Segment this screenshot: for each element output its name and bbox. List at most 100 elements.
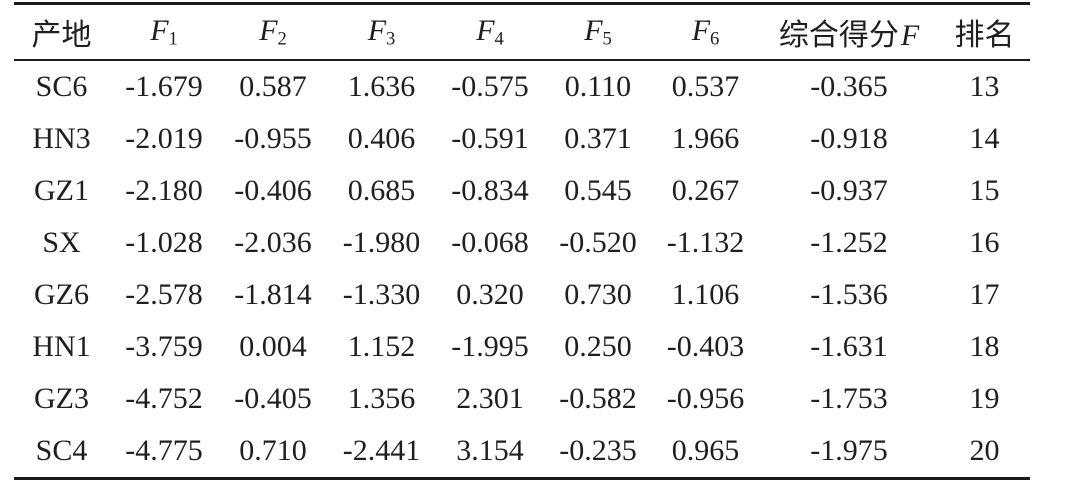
cell-f6: -0.956 [666,382,745,415]
cell-score: -0.918 [810,122,888,155]
cell-origin: HN1 [32,330,91,363]
cell-f2: -0.955 [234,122,312,155]
cell-f3: 1.636 [347,70,416,103]
f1-symbol: F [150,13,169,47]
cell-f6: 1.106 [671,278,740,311]
cell-f5: 0.110 [564,70,632,103]
col-header-origin: 产地 [14,3,109,61]
cell-rank: 16 [969,226,1000,259]
cell-f4: -0.591 [451,122,529,155]
table-body: SC6 -1.679 0.587 1.636 -0.575 0.110 0.537 -0.36… [14,60,1030,479]
cell-origin: SC6 [35,70,88,103]
cell-f4: -0.834 [451,174,529,207]
col-header-f3: F3 [327,3,436,61]
cell-f1: -2.019 [125,122,203,155]
f4-subscript: 4 [494,28,504,50]
cell-f5: 0.545 [564,174,632,207]
cell-f2: -1.814 [234,278,312,311]
cell-f1: -4.775 [125,434,203,467]
table-header: 产地 F1 F2 F3 F4 F5 F6 综合得分F 排名 [14,3,1030,61]
col-header-f1: F1 [109,3,219,61]
cell-f1: -2.578 [125,278,203,311]
cell-f2: -0.406 [234,174,312,207]
f5-symbol: F [584,13,603,47]
cell-f6: 0.537 [671,70,740,103]
cell-f1: -1.028 [125,226,203,259]
col-header-f5: F5 [544,3,652,61]
cell-f1: -4.752 [125,382,203,415]
table-row: GZ3 -4.752 -0.405 1.356 2.301 -0.582 -0.956 -1.… [14,373,1030,425]
cell-score: -1.753 [810,382,888,415]
cell-rank: 15 [969,174,1000,207]
cell-f2: -0.405 [234,382,312,415]
factor-score-table: 产地 F1 F2 F3 F4 F5 F6 综合得分F 排名 SC6 -1.679 0… [14,2,1030,480]
cell-score: -1.536 [810,278,888,311]
cell-f3: 1.152 [347,330,416,363]
cell-rank: 17 [969,278,1000,311]
cell-rank: 19 [969,382,1000,415]
col-header-f2: F2 [219,3,327,61]
table-row: SX -1.028 -2.036 -1.980 -0.068 -0.520 -1.132 -1… [14,217,1030,269]
header-row: 产地 F1 F2 F3 F4 F5 F6 综合得分F 排名 [14,3,1030,61]
cell-f1: -1.679 [125,70,203,103]
cell-f2: 0.004 [239,330,307,363]
cell-f2: 0.710 [239,434,307,467]
cell-score: -1.631 [810,330,888,363]
cell-f5: 0.730 [564,278,632,311]
cell-f1: -2.180 [125,174,203,207]
cell-f5: 0.371 [564,122,632,155]
cell-f6: -1.132 [666,226,745,259]
cell-score: -1.975 [810,434,888,467]
cell-f5: 0.250 [564,330,632,363]
col-header-f6: F6 [652,3,759,61]
table-row: GZ1 -2.180 -0.406 0.685 -0.834 0.545 0.267 -0.9… [14,165,1030,217]
table-row: SC4 -4.775 0.710 -2.441 3.154 -0.235 0.965 -1.9… [14,425,1030,479]
cell-f1: -3.759 [125,330,203,363]
cell-f3: 0.406 [347,122,416,155]
cell-origin: SX [42,226,81,259]
table-row: HN3 -2.019 -0.955 0.406 -0.591 0.371 1.966 -0.9… [14,113,1030,165]
f5-subscript: 5 [602,28,612,50]
cell-f4: 0.320 [456,278,524,311]
cell-f3: -2.441 [342,434,421,467]
col-header-composite-score: 综合得分F [759,3,939,61]
cell-rank: 20 [969,434,1000,467]
composite-f-symbol: F [900,19,920,52]
table-row: GZ6 -2.578 -1.814 -1.330 0.320 0.730 1.106 -1.5… [14,269,1030,321]
cell-origin: SC4 [35,434,88,467]
cell-f6: 1.966 [671,122,740,155]
f2-subscript: 2 [277,28,287,50]
cell-rank: 13 [969,70,1000,103]
cell-f4: 3.154 [456,434,524,467]
f3-subscript: 3 [386,28,396,50]
cell-origin: GZ3 [34,382,89,415]
cell-score: -0.365 [810,70,888,103]
cell-rank: 18 [969,330,1000,363]
cell-f3: 1.356 [347,382,416,415]
f4-symbol: F [476,13,495,47]
cell-f4: -0.575 [451,70,529,103]
cell-f5: -0.235 [559,434,637,467]
cell-rank: 14 [969,122,1000,155]
cell-f3: -1.980 [342,226,421,259]
cell-score: -0.937 [810,174,888,207]
cell-f4: -0.068 [451,226,529,259]
table-row: SC6 -1.679 0.587 1.636 -0.575 0.110 0.537 -0.36… [14,60,1030,113]
col-header-f4: F4 [436,3,544,61]
cell-origin: GZ1 [34,174,89,207]
cell-f3: 0.685 [347,174,416,207]
f1-subscript: 1 [168,28,178,50]
cell-f6: 0.267 [671,174,740,207]
composite-score-label: 综合得分 [778,19,899,52]
cell-f6: 0.965 [671,434,740,467]
cell-origin: HN3 [32,122,91,155]
cell-f2: 0.587 [239,70,307,103]
col-header-rank: 排名 [939,3,1030,61]
cell-f6: -0.403 [666,330,745,363]
cell-f5: -0.520 [559,226,637,259]
f3-symbol: F [367,13,387,47]
cell-f3: -1.330 [342,278,421,311]
cell-origin: GZ6 [34,278,89,311]
cell-f4: -1.995 [451,330,529,363]
table-row: HN1 -3.759 0.004 1.152 -1.995 0.250 -0.403 -1.6… [14,321,1030,373]
